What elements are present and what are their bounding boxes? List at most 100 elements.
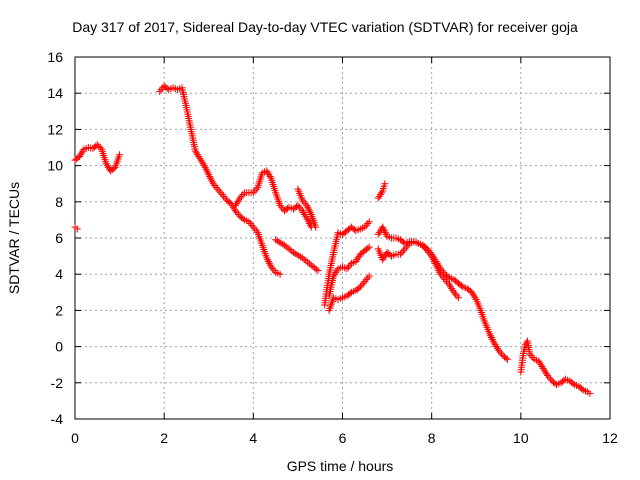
data-point	[332, 268, 340, 276]
data-point	[451, 290, 459, 298]
data-point	[431, 259, 439, 267]
data-point	[208, 178, 216, 186]
data-point	[196, 154, 204, 162]
data-point	[264, 169, 272, 177]
data-point	[192, 149, 200, 157]
data-point	[306, 220, 314, 228]
data-point	[450, 288, 458, 296]
data-point	[469, 290, 477, 298]
data-point	[362, 221, 370, 229]
data-point	[538, 363, 546, 371]
x-tick-label: 4	[249, 430, 257, 446]
data-point	[202, 165, 210, 173]
data-point	[492, 343, 500, 351]
data-point	[220, 192, 228, 200]
data-point	[535, 357, 543, 365]
data-point	[529, 353, 537, 361]
data-point	[300, 255, 308, 263]
data-point	[249, 223, 257, 231]
data-point	[279, 205, 287, 213]
data-point	[73, 225, 81, 233]
data-point	[301, 200, 309, 208]
data-point	[364, 274, 372, 282]
data-point	[381, 252, 389, 260]
data-point	[498, 350, 506, 358]
data-point	[489, 337, 497, 345]
data-point	[212, 183, 220, 191]
data-point	[365, 218, 373, 226]
data-point	[264, 256, 272, 264]
data-point	[306, 209, 314, 217]
data-point	[364, 220, 372, 228]
data-point	[252, 227, 260, 235]
axis-ticks	[74, 56, 611, 420]
data-point	[214, 185, 222, 193]
data-point	[277, 239, 285, 247]
y-tick-label: 16	[47, 49, 63, 65]
axis-tick-labels: 0 2 4 6 8 10 12 -4 -2 0 2 4 6 8 10 12 14 16	[47, 49, 618, 446]
data-point	[249, 189, 257, 197]
data-point	[314, 267, 322, 275]
data-point	[423, 247, 431, 255]
data-point	[470, 292, 478, 300]
data-point	[303, 214, 311, 222]
data-point	[292, 203, 300, 211]
data-point	[295, 252, 303, 260]
data-point	[298, 254, 306, 262]
data-point	[203, 167, 211, 175]
data-point	[297, 205, 305, 213]
data-point	[365, 243, 373, 251]
y-tick-label: 10	[47, 158, 63, 174]
data-point	[272, 236, 280, 244]
data-point	[358, 281, 366, 289]
data-point	[207, 176, 215, 184]
data-point	[380, 227, 388, 235]
data-point	[545, 373, 553, 381]
data-point	[102, 160, 110, 168]
data-point	[198, 158, 206, 166]
data-point	[419, 241, 427, 249]
data-point	[252, 185, 260, 193]
data-point	[346, 290, 354, 298]
data-point	[197, 156, 205, 164]
data-point	[217, 189, 225, 197]
data-point	[194, 151, 202, 159]
data-point	[346, 261, 354, 269]
data-point	[496, 348, 504, 356]
chart-title: Day 317 of 2017, Sidereal Day-to-day VTE…	[72, 19, 578, 35]
data-point	[264, 258, 272, 266]
data-point	[278, 203, 286, 211]
data-point	[578, 385, 586, 393]
data-point	[361, 277, 369, 285]
data-point	[236, 194, 244, 202]
data-point	[491, 341, 499, 349]
data-point	[251, 225, 259, 233]
data-point	[291, 250, 299, 258]
data-point	[286, 246, 294, 254]
data-point	[379, 256, 387, 264]
data-point	[365, 272, 373, 280]
data-point	[402, 243, 410, 251]
data-point	[276, 201, 284, 209]
data-point	[398, 248, 406, 256]
data-point	[364, 244, 372, 252]
y-tick-label: 0	[55, 339, 63, 355]
data-point	[381, 180, 389, 188]
y-tick-label: -2	[51, 375, 64, 391]
data-point	[399, 247, 407, 255]
data-point	[96, 144, 104, 152]
data-point	[265, 259, 273, 267]
data-point	[301, 210, 309, 218]
y-axis-label: SDTVAR / TECUs	[6, 182, 22, 294]
data-point	[352, 258, 360, 266]
data-point	[218, 191, 226, 199]
data-point	[263, 167, 271, 175]
data-point	[356, 283, 364, 291]
data-point	[432, 261, 440, 269]
data-point	[245, 218, 253, 226]
data-point	[330, 272, 338, 280]
data-point	[75, 153, 83, 161]
data-point	[539, 364, 547, 372]
data-point	[209, 180, 217, 188]
data-point	[448, 285, 456, 293]
